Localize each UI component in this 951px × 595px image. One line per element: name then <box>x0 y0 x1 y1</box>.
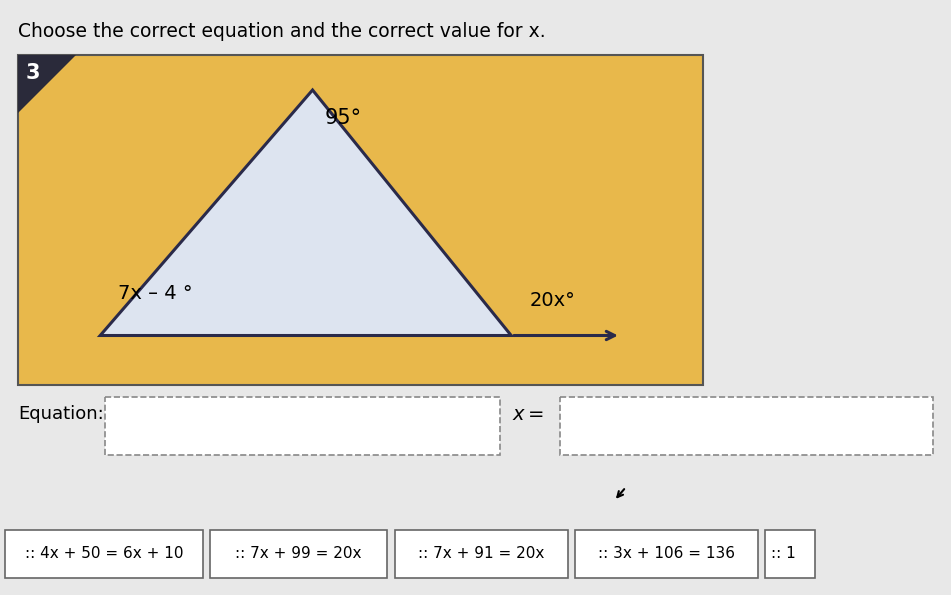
Text: 3: 3 <box>26 63 41 83</box>
FancyBboxPatch shape <box>18 55 703 385</box>
Text: Equation:: Equation: <box>18 405 104 423</box>
FancyBboxPatch shape <box>5 530 203 578</box>
FancyBboxPatch shape <box>560 397 933 455</box>
FancyBboxPatch shape <box>395 530 568 578</box>
FancyBboxPatch shape <box>765 530 815 578</box>
Polygon shape <box>18 55 76 113</box>
Text: 7x – 4 °: 7x – 4 ° <box>118 283 193 302</box>
FancyBboxPatch shape <box>105 397 500 455</box>
FancyBboxPatch shape <box>210 530 387 578</box>
Polygon shape <box>100 90 512 336</box>
Text: :: 7x + 91 = 20x: :: 7x + 91 = 20x <box>418 546 545 562</box>
Text: :: 1: :: 1 <box>771 546 796 562</box>
FancyBboxPatch shape <box>575 530 758 578</box>
Text: $x =$: $x =$ <box>512 405 544 424</box>
Text: :: 3x + 106 = 136: :: 3x + 106 = 136 <box>598 546 735 562</box>
Text: 95°: 95° <box>324 108 361 128</box>
Text: :: 7x + 99 = 20x: :: 7x + 99 = 20x <box>235 546 361 562</box>
Text: Choose the correct equation and the correct value for x.: Choose the correct equation and the corr… <box>18 22 546 41</box>
Text: :: 4x + 50 = 6x + 10: :: 4x + 50 = 6x + 10 <box>25 546 184 562</box>
Text: 20x°: 20x° <box>529 290 575 309</box>
